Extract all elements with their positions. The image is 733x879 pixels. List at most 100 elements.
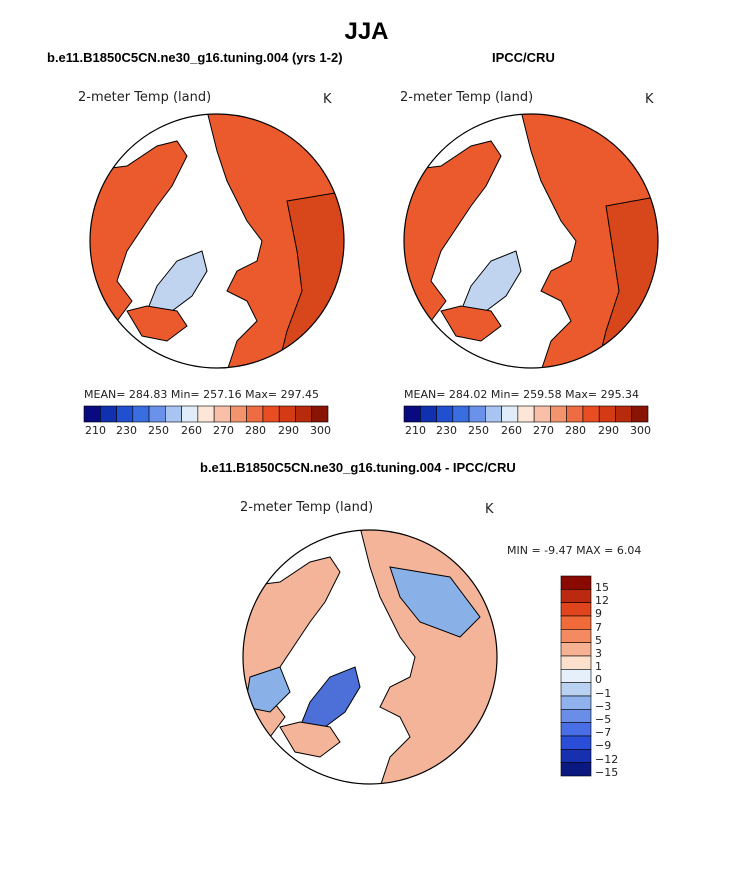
colorbar-swatch [560, 655, 592, 670]
diff-tick: −1 [595, 687, 612, 700]
land-region [126, 305, 188, 342]
diff-colorbar [560, 575, 592, 777]
colorbar-swatch [116, 405, 134, 423]
diff-tick: 5 [595, 634, 602, 647]
diff-tick: 9 [595, 607, 602, 620]
diff-variable-label: 2-meter Temp (land) [240, 500, 374, 515]
colorbar-swatch [533, 405, 551, 423]
colorbar-swatch [615, 405, 633, 423]
panel1-colorbar-labels: 210 230 250 260 270 280 290 300 [84, 424, 331, 438]
panel2-tick: 290 [598, 424, 619, 437]
diff-tick: −3 [595, 700, 612, 713]
panel2-tick: 260 [501, 424, 522, 437]
panel1-polar-map [89, 113, 345, 369]
panel2-heading: IPCC/CRU [492, 50, 555, 65]
colorbar-swatch [598, 405, 616, 423]
land-region [90, 140, 188, 342]
land-region [404, 140, 502, 342]
colorbar-swatch [582, 405, 600, 423]
colorbar-swatch [230, 405, 247, 423]
colorbar-swatch [197, 405, 215, 423]
panel1-tick: 250 [148, 424, 169, 437]
panel2-tick: 250 [468, 424, 489, 437]
colorbar-swatch [83, 405, 101, 423]
diff-heading: b.e11.B1850C5CN.ne30_g16.tuning.004 - IP… [200, 460, 516, 475]
panel1-tick: 300 [310, 424, 331, 437]
panel2-tick: 280 [565, 424, 586, 437]
panel1-colorbar [83, 405, 329, 423]
diff-tick: 12 [595, 594, 609, 607]
diff-tick: 0 [595, 673, 602, 686]
colorbar-swatch [403, 405, 421, 423]
colorbar-swatch [213, 405, 231, 423]
land-region [389, 566, 481, 638]
panel2-stats: MEAN= 284.02 Min= 259.58 Max= 295.34 [404, 388, 640, 401]
colorbar-swatch [560, 722, 592, 737]
diff-colorbar-labels: 15 12 9 7 5 3 1 0 −1 −3 −5 −7 −9 −12 −15 [595, 581, 635, 781]
panel1-unit-label: K [323, 92, 332, 107]
colorbar-swatch [181, 405, 199, 423]
colorbar-swatch [560, 735, 592, 750]
diff-unit-label: K [485, 502, 494, 517]
land-region [359, 530, 497, 784]
colorbar-swatch [132, 405, 150, 423]
colorbar-swatch [560, 682, 592, 697]
colorbar-swatch [560, 629, 592, 643]
panel1-tick: 290 [278, 424, 299, 437]
colorbar-swatch [560, 602, 592, 617]
panel2-polar-map [403, 113, 659, 369]
panel2-tick: 230 [436, 424, 457, 437]
colorbar-swatch [311, 405, 329, 423]
colorbar-swatch [148, 405, 166, 423]
diff-tick: −12 [595, 753, 619, 766]
panel1-tick: 260 [181, 424, 202, 437]
colorbar-swatch [295, 405, 313, 423]
colorbar-swatch [631, 405, 649, 423]
colorbar-swatch [560, 749, 592, 763]
diff-tick: 15 [595, 581, 609, 594]
colorbar-swatch [501, 405, 519, 423]
panel1-tick: 230 [116, 424, 137, 437]
panel1-tick: 270 [213, 424, 234, 437]
panel2-tick: 300 [630, 424, 651, 437]
colorbar-swatch [278, 405, 296, 423]
colorbar-swatch [560, 709, 592, 723]
diff-tick: −5 [595, 713, 612, 726]
panel2-colorbar [403, 405, 649, 423]
diff-tick: −15 [595, 766, 619, 779]
panel2-colorbar-labels: 210 230 250 260 270 280 290 300 [404, 424, 651, 438]
land-region [279, 721, 341, 758]
colorbar-swatch [560, 669, 592, 683]
panel1-tick: 210 [85, 424, 106, 437]
colorbar-swatch [560, 642, 592, 657]
diff-tick: 3 [595, 647, 602, 660]
diff-tick: −9 [595, 739, 612, 752]
colorbar-swatch [468, 405, 486, 423]
panel1-variable-label: 2-meter Temp (land) [78, 90, 212, 105]
colorbar-swatch [560, 762, 592, 777]
colorbar-swatch [419, 405, 437, 423]
diff-minmax: MIN = -9.47 MAX = 6.04 [507, 544, 642, 557]
colorbar-swatch [452, 405, 470, 423]
colorbar-swatch [517, 405, 535, 423]
colorbar-swatch [262, 405, 280, 423]
colorbar-swatch [560, 575, 592, 590]
colorbar-swatch [436, 405, 454, 423]
diff-tick: 1 [595, 660, 602, 673]
panel2-variable-label: 2-meter Temp (land) [400, 90, 534, 105]
diff-tick: −7 [595, 726, 612, 739]
colorbar-swatch [560, 695, 592, 710]
panel2-tick: 270 [533, 424, 554, 437]
colorbar-swatch [550, 405, 567, 423]
colorbar-swatch [165, 405, 182, 423]
page-title: JJA [344, 18, 389, 45]
colorbar-swatch [246, 405, 264, 423]
panel1-tick: 280 [245, 424, 266, 437]
colorbar-swatch [560, 615, 592, 630]
diff-polar-map [242, 529, 498, 785]
land-region [440, 305, 502, 342]
panel2-unit-label: K [645, 92, 654, 107]
panel2-tick: 210 [405, 424, 426, 437]
diff-tick: 7 [595, 621, 602, 634]
colorbar-swatch [485, 405, 502, 423]
